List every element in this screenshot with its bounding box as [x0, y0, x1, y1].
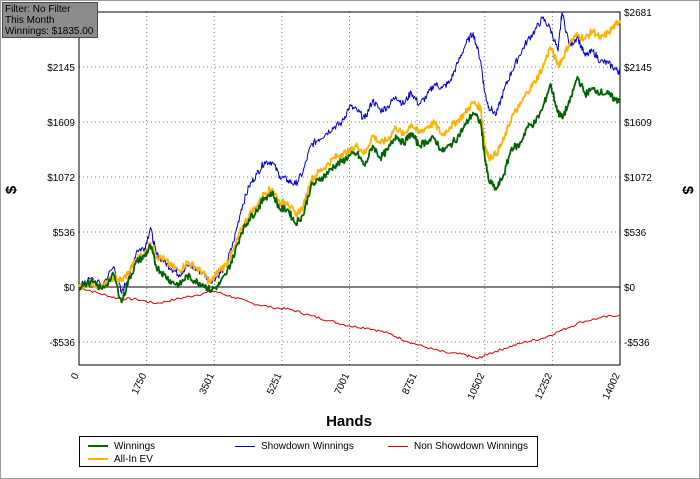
x-tick-label: 1750: [130, 371, 150, 396]
filter-info-box: Filter: No Filter This Month Winnings: $…: [2, 2, 98, 38]
grid-layer: [79, 12, 620, 365]
y-tick-label-right: $536: [624, 228, 647, 239]
legend-label-allin-ev: All-In EV: [114, 453, 153, 465]
x-tick-label: 12252: [533, 371, 555, 401]
filter-label: Filter: No Filter: [5, 4, 71, 15]
series-line-showdown: [78, 11, 621, 294]
y-tick-label-right: $0: [624, 283, 636, 294]
legend-item-allin-ev: All-In EV: [88, 453, 153, 465]
y-tick-label-left: $2145: [47, 63, 75, 74]
legend-swatch-allin-ev: [88, 458, 108, 460]
legend-label-non-showdown: Non Showdown Winnings: [414, 440, 528, 452]
legend: Winnings Showdown Winnings Non Showdown …: [79, 436, 538, 467]
y-tick-label-left: $1072: [47, 173, 75, 184]
y-tick-label-right: $1609: [624, 118, 652, 129]
y-tick-label-left: $0: [64, 283, 76, 294]
winnings-total-label: Winnings: $1835.00: [5, 26, 94, 37]
y-tick-label-left: $1609: [47, 118, 75, 129]
y-tick-label-left: $536: [53, 228, 76, 239]
legend-swatch-winnings: [88, 445, 108, 447]
period-label: This Month: [5, 15, 55, 26]
x-axis-title: Hands: [326, 413, 372, 430]
x-tick-label: 8751: [400, 371, 420, 396]
y-axis-title-right: $: [679, 186, 696, 195]
x-tick-label: 10502: [466, 371, 488, 401]
legend-label-winnings: Winnings: [114, 440, 156, 452]
legend-item-showdown: Showdown Winnings: [235, 440, 354, 452]
x-tick-label: 0: [69, 371, 82, 381]
series-line-winnings: [78, 75, 621, 304]
y-tick-label-right: $2681: [624, 8, 652, 19]
series-line-non-showdown: [78, 286, 621, 360]
y-tick-label-left: -$536: [49, 338, 75, 349]
series-layer: [78, 11, 621, 360]
plot-area: [78, 11, 621, 366]
y-tick-label-right: $1072: [624, 173, 652, 184]
legend-swatch-showdown: [235, 445, 255, 447]
series-line-allin-ev: [78, 19, 621, 290]
y-axis-title-left: $: [3, 185, 20, 194]
legend-item-winnings: Winnings: [88, 440, 155, 452]
x-tick-label: 14002: [601, 371, 623, 401]
x-tick-label: 5251: [265, 371, 285, 396]
legend-swatch-non-showdown: [388, 445, 408, 447]
x-tick-label: 3501: [198, 371, 218, 396]
legend-label-showdown: Showdown Winnings: [261, 440, 354, 452]
legend-item-non-showdown: Non Showdown Winnings: [388, 440, 528, 452]
x-tick-label: 7001: [333, 371, 353, 396]
y-tick-label-right: $2145: [624, 63, 652, 74]
y-tick-label-right: -$536: [624, 338, 650, 349]
